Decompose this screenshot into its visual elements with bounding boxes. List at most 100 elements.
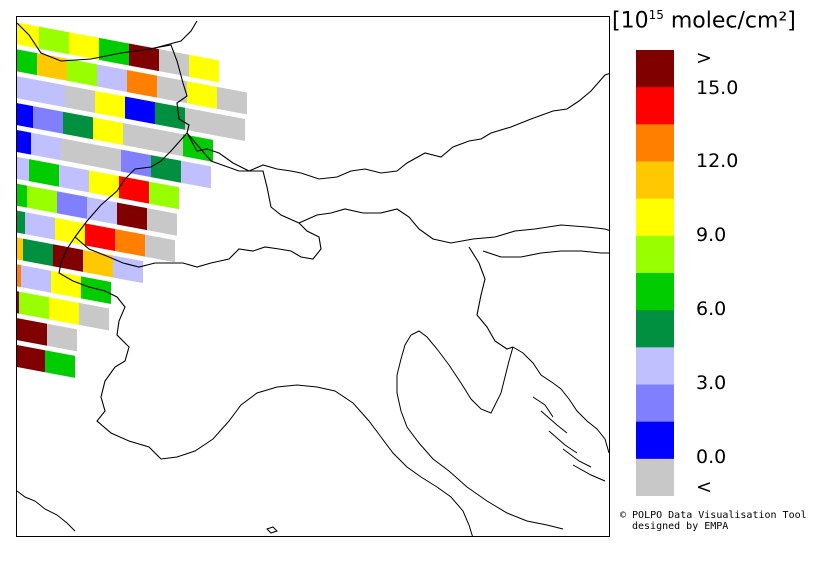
border-swiss-north bbox=[74, 132, 188, 238]
swath-pixel bbox=[215, 113, 245, 141]
unit-label: [1015 molec/cm²] bbox=[612, 8, 796, 34]
scale-block bbox=[636, 87, 674, 125]
swath-pixel bbox=[155, 102, 185, 130]
swath-pixel bbox=[51, 270, 81, 299]
corsica-coast bbox=[17, 490, 76, 532]
scale-block bbox=[636, 384, 674, 423]
swath-pixel bbox=[87, 196, 117, 225]
swath-pixel bbox=[157, 75, 187, 104]
country-borders bbox=[17, 20, 609, 460]
swath-pixel bbox=[17, 76, 35, 102]
swath-pixel bbox=[153, 128, 183, 157]
swath-pixel bbox=[17, 345, 45, 373]
scale-block bbox=[636, 458, 674, 496]
swath-pixel bbox=[17, 156, 29, 182]
swath-pixel bbox=[65, 85, 95, 113]
scale-tick-label: 3.0 bbox=[696, 372, 727, 394]
swath-pixel bbox=[47, 323, 77, 352]
border-swiss-austria bbox=[186, 132, 609, 244]
border-germany-france bbox=[17, 20, 198, 62]
swath-pixel bbox=[17, 291, 19, 314]
swath-pixel bbox=[127, 70, 157, 98]
scale-tick-label: 0.0 bbox=[696, 446, 727, 468]
swath-pixel bbox=[159, 49, 189, 77]
swath-pixel bbox=[33, 106, 63, 134]
swath-pixel bbox=[17, 264, 21, 288]
scale-tick-label: 9.0 bbox=[696, 224, 727, 246]
swath-pixel bbox=[31, 132, 61, 161]
swath-pixel bbox=[39, 26, 69, 55]
swath-pixel bbox=[17, 103, 33, 129]
swath-pixel bbox=[61, 138, 91, 166]
istria-coast bbox=[512, 346, 609, 454]
swath-pixel bbox=[25, 212, 55, 240]
swath-pixel bbox=[147, 208, 177, 236]
map-frame bbox=[16, 16, 610, 537]
credit-line-2: designed by EMPA bbox=[632, 521, 729, 532]
swath-pixel bbox=[81, 276, 111, 304]
swath-pixel bbox=[17, 318, 47, 346]
swath-pixel bbox=[187, 81, 217, 109]
border-swiss-italy bbox=[74, 222, 322, 268]
swath-pixel bbox=[67, 58, 97, 87]
swath-pixel bbox=[97, 64, 127, 92]
swath-pixel bbox=[121, 149, 151, 178]
elba-island bbox=[266, 526, 278, 534]
swath-pixel bbox=[45, 350, 75, 378]
swath-pixel bbox=[123, 123, 153, 151]
swath-pixel bbox=[145, 234, 175, 263]
croatian-islands bbox=[532, 396, 606, 482]
swath-pixel bbox=[93, 117, 123, 145]
scale-block bbox=[636, 273, 674, 311]
border-germany-austria bbox=[186, 73, 609, 180]
swath-pixel bbox=[125, 96, 155, 125]
swath-pixel bbox=[21, 265, 51, 293]
swath-pixel bbox=[189, 54, 219, 83]
scale-block bbox=[636, 235, 674, 274]
swath-pixel bbox=[63, 111, 93, 140]
swath-pixel bbox=[35, 79, 65, 108]
swath-pixel bbox=[89, 170, 119, 198]
swath-pixel bbox=[57, 191, 87, 219]
swath-pixel bbox=[17, 210, 25, 235]
scale-block bbox=[636, 124, 674, 162]
swath-pixel bbox=[217, 86, 247, 115]
ligurian-coast bbox=[160, 384, 473, 536]
satellite-swath bbox=[17, 22, 247, 378]
swath-pixel bbox=[91, 143, 121, 172]
coastlines bbox=[17, 330, 609, 536]
scale-tick-label: 12.0 bbox=[696, 150, 739, 172]
swath-pixel bbox=[151, 155, 181, 183]
swath-pixel bbox=[49, 297, 79, 325]
swath-pixel bbox=[23, 238, 53, 267]
credit-line-1: © POLPO Data Visualisation Tool bbox=[620, 510, 807, 521]
swath-pixel bbox=[85, 223, 115, 251]
swath-pixel bbox=[95, 90, 125, 119]
scale-block bbox=[636, 198, 674, 237]
scale-block bbox=[636, 421, 674, 460]
scale-tick-label: 15.0 bbox=[696, 77, 739, 99]
scale-tick-label: > bbox=[696, 47, 712, 69]
map-canvas bbox=[17, 20, 609, 536]
swath-pixel bbox=[17, 130, 31, 155]
swath-pixel bbox=[29, 159, 59, 187]
swath-pixel bbox=[119, 176, 149, 204]
swath-pixel bbox=[59, 164, 89, 193]
swath-pixel bbox=[117, 202, 147, 231]
swath-pixel bbox=[149, 181, 179, 210]
swath-pixel bbox=[83, 249, 113, 278]
swath-pixel bbox=[19, 291, 49, 320]
swath-pixel bbox=[113, 255, 143, 284]
swath-pixel bbox=[185, 107, 215, 136]
swath-pixel bbox=[17, 237, 23, 261]
swath-pixel bbox=[181, 160, 211, 189]
adriatic-coast bbox=[396, 330, 564, 530]
color-scale bbox=[636, 50, 674, 496]
scale-tick-label: 6.0 bbox=[696, 298, 727, 320]
swath-pixel bbox=[99, 37, 129, 66]
swath-pixel bbox=[17, 183, 27, 208]
scale-block bbox=[636, 347, 674, 385]
swath-pixel bbox=[27, 185, 57, 214]
swath-pixel bbox=[69, 32, 99, 60]
border-france-italy bbox=[58, 236, 162, 460]
